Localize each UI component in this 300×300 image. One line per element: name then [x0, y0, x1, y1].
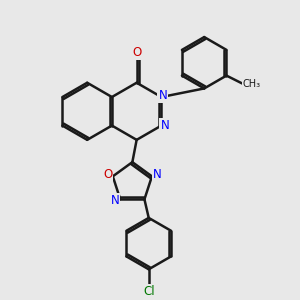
Text: N: N	[158, 89, 167, 102]
Text: O: O	[132, 46, 141, 59]
Text: N: N	[111, 194, 119, 207]
Text: Cl: Cl	[143, 285, 154, 298]
Text: N: N	[160, 119, 169, 132]
Text: N: N	[153, 168, 161, 182]
Text: CH₃: CH₃	[242, 79, 261, 89]
Text: O: O	[103, 168, 112, 182]
